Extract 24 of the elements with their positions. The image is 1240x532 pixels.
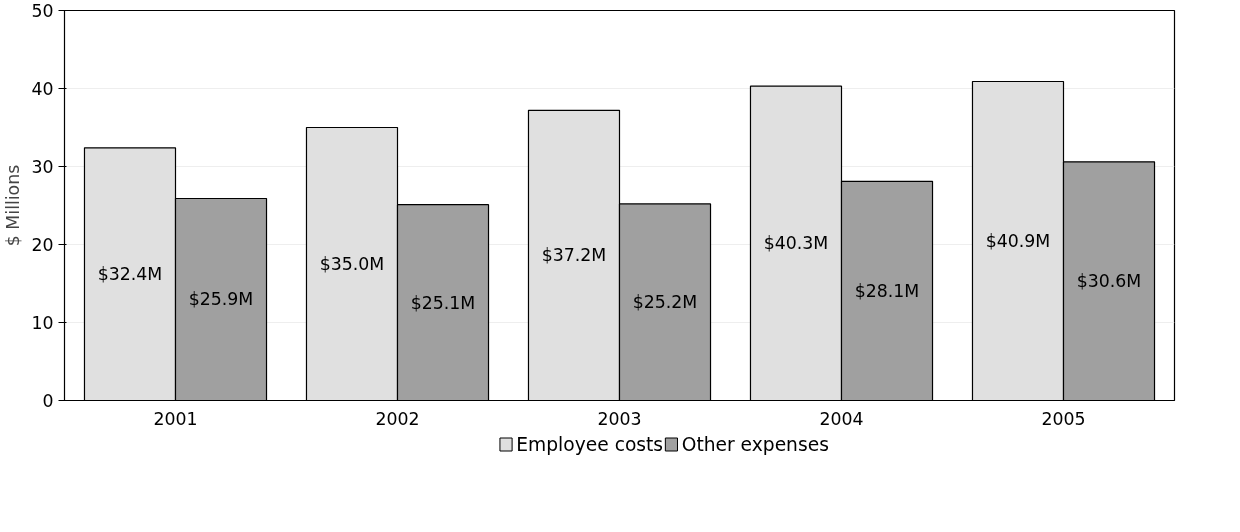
y-tick-label: 20 bbox=[31, 235, 54, 255]
y-tick-label: 0 bbox=[42, 391, 54, 411]
data-label: $40.3M bbox=[763, 233, 829, 254]
data-label: $28.1M bbox=[854, 280, 920, 301]
x-tick-label: 2004 bbox=[819, 408, 864, 429]
x-tick-label: 2002 bbox=[375, 408, 420, 429]
data-label: $25.2M bbox=[632, 292, 698, 313]
data-label: $32.4M bbox=[97, 264, 163, 285]
legend-label: Employee costs bbox=[516, 434, 664, 455]
data-label: $25.9M bbox=[188, 289, 254, 310]
x-tick-label: 2005 bbox=[1041, 408, 1086, 429]
y-axis-title: $ Millions bbox=[3, 164, 24, 247]
y-tick-label: 50 bbox=[31, 1, 54, 21]
data-label: $25.1M bbox=[410, 292, 476, 313]
data-label: $37.2M bbox=[541, 245, 607, 266]
y-tick-label: 10 bbox=[31, 313, 54, 333]
x-tick-label: 2003 bbox=[597, 408, 642, 429]
legend-label: Other expenses bbox=[681, 434, 829, 455]
data-label: $30.6M bbox=[1076, 271, 1142, 292]
y-tick-label: 30 bbox=[31, 157, 54, 177]
data-label: $40.9M bbox=[985, 230, 1051, 251]
y-tick-label: 40 bbox=[31, 79, 54, 99]
x-tick-label: 2001 bbox=[153, 408, 198, 429]
data-label: $35.0M bbox=[319, 254, 385, 274]
